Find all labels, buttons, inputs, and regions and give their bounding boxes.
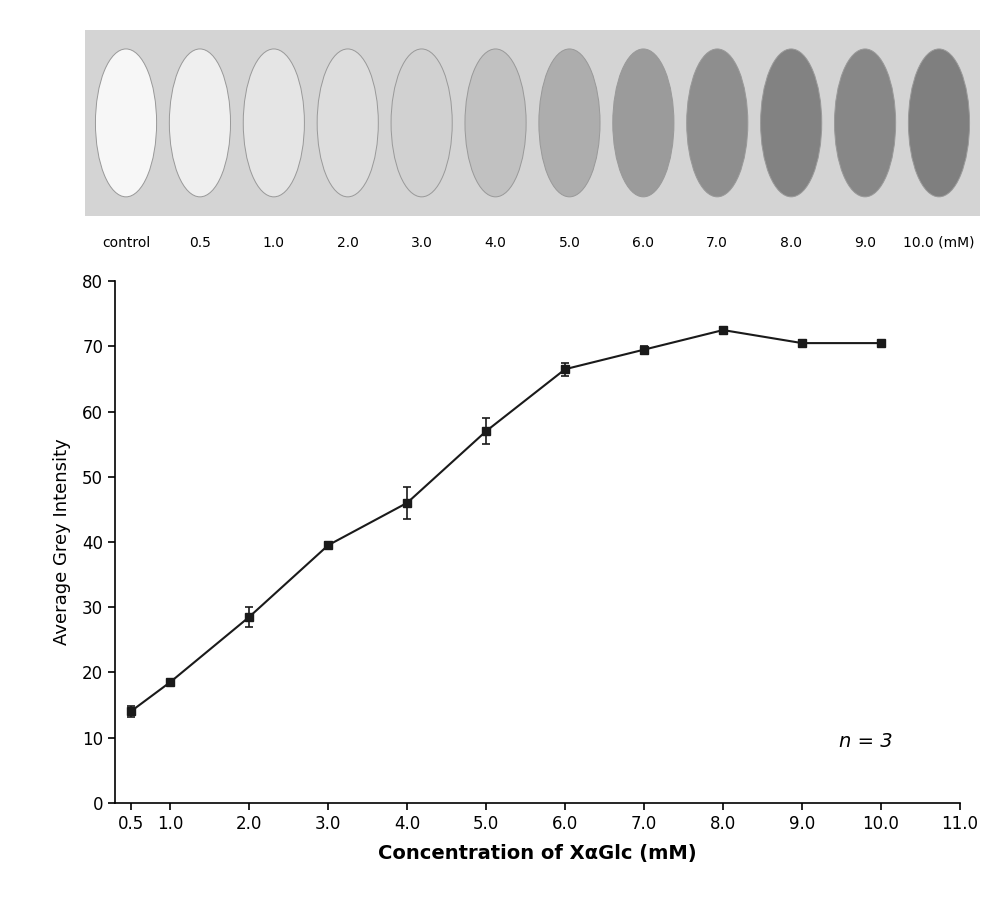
Ellipse shape (317, 49, 378, 197)
Text: 5.0: 5.0 (559, 236, 580, 249)
Text: 7.0: 7.0 (706, 236, 728, 249)
FancyBboxPatch shape (85, 30, 980, 216)
Text: 8.0: 8.0 (780, 236, 802, 249)
Text: 2.0: 2.0 (337, 236, 359, 249)
Text: 1.0: 1.0 (263, 236, 285, 249)
Text: 9.0: 9.0 (854, 236, 876, 249)
Text: 3.0: 3.0 (411, 236, 433, 249)
Text: n = 3: n = 3 (839, 732, 892, 751)
Text: 6.0: 6.0 (632, 236, 654, 249)
X-axis label: Concentration of XαGlc (mM): Concentration of XαGlc (mM) (378, 844, 697, 863)
Ellipse shape (761, 49, 822, 197)
Ellipse shape (687, 49, 748, 197)
Text: 10.0 (mM): 10.0 (mM) (903, 236, 975, 249)
Y-axis label: Average Grey Intensity: Average Grey Intensity (53, 439, 71, 645)
Text: 0.5: 0.5 (189, 236, 211, 249)
Ellipse shape (908, 49, 970, 197)
Ellipse shape (613, 49, 674, 197)
Ellipse shape (834, 49, 896, 197)
Ellipse shape (465, 49, 526, 197)
Ellipse shape (169, 49, 231, 197)
Text: 4.0: 4.0 (485, 236, 506, 249)
Ellipse shape (539, 49, 600, 197)
Ellipse shape (391, 49, 452, 197)
Text: control: control (102, 236, 150, 249)
Ellipse shape (95, 49, 157, 197)
Ellipse shape (243, 49, 304, 197)
